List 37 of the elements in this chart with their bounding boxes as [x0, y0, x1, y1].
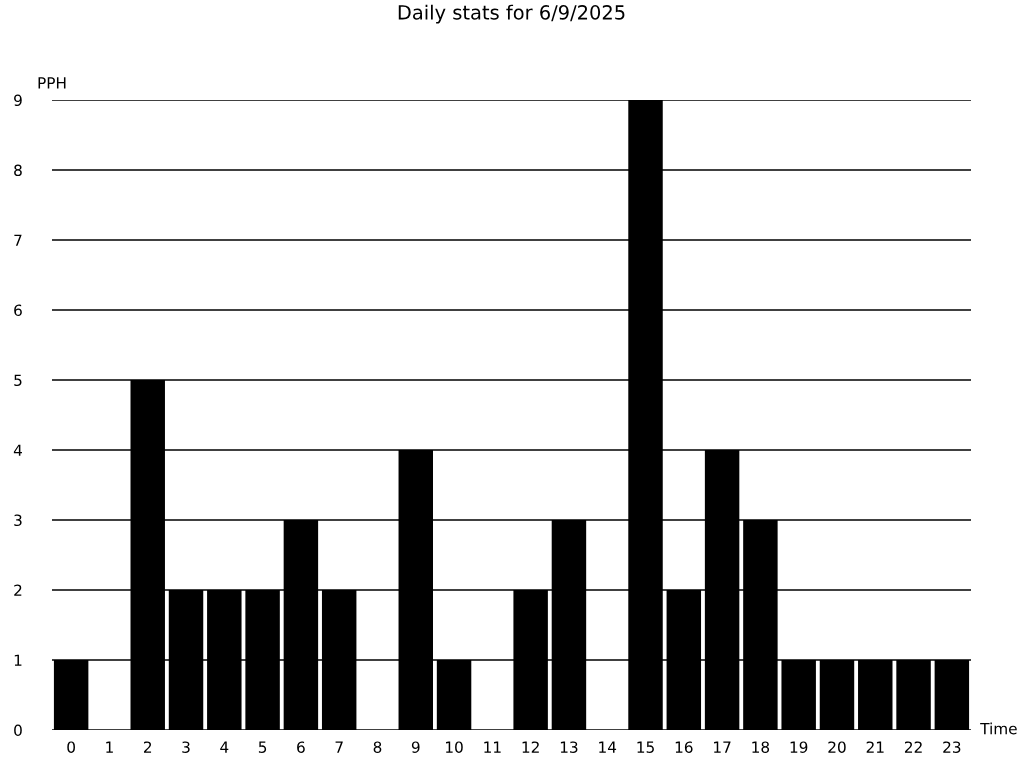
- x-tick-label: 23: [943, 741, 961, 753]
- y-tick-label: 2: [14, 584, 22, 596]
- y-tick-label: 0: [14, 724, 22, 737]
- x-tick-label: 0: [67, 741, 75, 753]
- x-tick-label: 18: [752, 741, 770, 753]
- y-tick-label: 6: [14, 304, 22, 317]
- x-tick-label: 12: [522, 741, 539, 753]
- x-tick-label: 20: [828, 741, 846, 753]
- x-tick-label: 17: [714, 741, 731, 753]
- x-tick-label: 4: [220, 741, 229, 753]
- y-tick-label: 9: [14, 94, 22, 107]
- x-tick-label: 14: [599, 741, 617, 753]
- y-tick-label: 4: [13, 444, 22, 456]
- x-tick-label: 16: [675, 741, 693, 753]
- y-tick-label: 8: [14, 164, 22, 177]
- x-tick-label: 15: [637, 741, 654, 753]
- x-tick-label: 22: [904, 741, 922, 753]
- y-tick-label: 3: [14, 514, 22, 527]
- x-tick-label: 21: [866, 741, 884, 753]
- x-tick-label: 19: [790, 741, 808, 753]
- x-tick-label: 8: [373, 741, 382, 753]
- x-axis-title: Time: [980, 722, 1017, 735]
- x-tick-label: 6: [297, 741, 305, 753]
- x-tick-label: 9: [411, 741, 420, 753]
- x-tick-label: 2: [143, 741, 152, 753]
- y-tick-label: 5: [14, 374, 22, 387]
- x-tick-label: 11: [484, 741, 501, 753]
- chart-title: Daily stats for 6/9/2025: [398, 4, 625, 24]
- x-tick-label: 10: [446, 741, 463, 753]
- y-tick-label: 1: [14, 654, 22, 666]
- x-tick-label: 5: [258, 741, 267, 753]
- x-tick-label: 7: [335, 741, 343, 753]
- y-tick-label: 7: [14, 234, 22, 246]
- x-tick-label: 3: [182, 741, 190, 753]
- x-tick-label: 1: [106, 741, 113, 753]
- x-tick-label: 13: [560, 741, 578, 753]
- y-axis-title: PPH: [38, 77, 66, 89]
